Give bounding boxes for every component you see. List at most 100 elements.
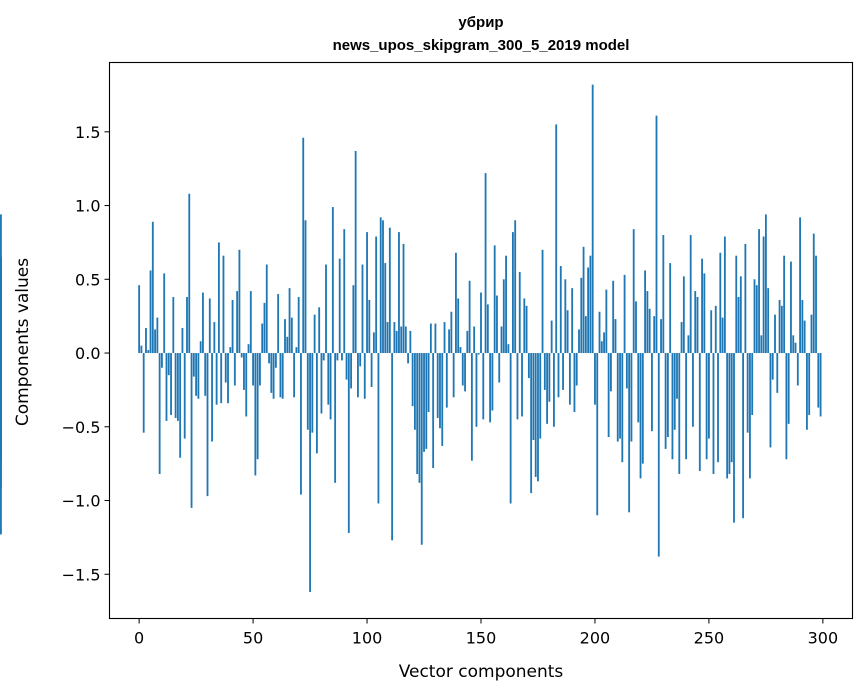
bar-229 bbox=[660, 319, 662, 354]
bar-61 bbox=[277, 294, 280, 354]
bar-74 bbox=[306, 353, 309, 430]
bar-270 bbox=[753, 279, 756, 354]
bar-55 bbox=[263, 302, 266, 354]
bar-44 bbox=[238, 249, 241, 354]
chart-title: убрир bbox=[458, 14, 503, 31]
y-tick-label: −0.5 bbox=[62, 418, 101, 437]
bar-27 bbox=[199, 341, 202, 354]
bar-23 bbox=[190, 353, 193, 508]
bar-83 bbox=[327, 353, 330, 405]
bar-234 bbox=[671, 353, 674, 460]
bar-211 bbox=[619, 353, 621, 439]
bar-286 bbox=[790, 261, 792, 354]
bar-109 bbox=[386, 322, 389, 354]
bar-41 bbox=[231, 299, 234, 354]
bar-24 bbox=[192, 353, 195, 377]
bar-81 bbox=[322, 353, 325, 361]
bar-88 bbox=[338, 258, 341, 354]
bar-227 bbox=[655, 115, 658, 354]
bar-218 bbox=[635, 301, 637, 354]
bar-205 bbox=[605, 289, 608, 354]
bar-119 bbox=[409, 330, 412, 354]
bar-6 bbox=[151, 221, 154, 354]
bar-232 bbox=[666, 353, 669, 438]
bar-200 bbox=[594, 353, 596, 405]
bar-148 bbox=[475, 353, 478, 427]
bar-202 bbox=[598, 311, 601, 354]
bar-92 bbox=[347, 353, 350, 533]
bar-293 bbox=[806, 353, 808, 430]
bar-194 bbox=[580, 277, 583, 354]
bar-209 bbox=[614, 319, 617, 354]
bar-118 bbox=[407, 353, 409, 364]
bar-49 bbox=[249, 291, 252, 354]
bar-259 bbox=[728, 353, 731, 474]
bar-258 bbox=[726, 353, 729, 479]
bar-126 bbox=[425, 353, 428, 449]
bar-78 bbox=[315, 353, 318, 454]
bar-7 bbox=[154, 329, 156, 354]
bar-281 bbox=[778, 299, 781, 354]
bar-260 bbox=[730, 353, 733, 463]
bar-1 bbox=[140, 345, 143, 354]
bar-131 bbox=[436, 353, 439, 418]
bar-64 bbox=[284, 319, 286, 354]
bar-16 bbox=[174, 353, 177, 418]
bar-212 bbox=[621, 353, 624, 463]
bar-187 bbox=[564, 279, 567, 354]
bar-113 bbox=[395, 330, 398, 354]
bar-95 bbox=[354, 150, 357, 354]
bar-173 bbox=[532, 353, 535, 441]
x-tick-label: 300 bbox=[808, 629, 839, 648]
bar-256 bbox=[721, 317, 724, 354]
bar-30 bbox=[206, 353, 209, 497]
x-tick-label: 250 bbox=[694, 629, 725, 648]
bar-160 bbox=[502, 279, 505, 354]
bar-275 bbox=[764, 214, 767, 354]
bar-21 bbox=[186, 296, 188, 354]
bar-75 bbox=[309, 353, 311, 592]
bar-124 bbox=[420, 353, 423, 545]
bar-76 bbox=[311, 353, 314, 433]
bar-170 bbox=[525, 305, 528, 354]
bar-249 bbox=[705, 353, 708, 460]
bar-108 bbox=[384, 263, 387, 354]
bar-43 bbox=[236, 291, 239, 354]
bar-149 bbox=[477, 353, 480, 355]
bar-144 bbox=[466, 330, 469, 354]
bar-163 bbox=[509, 353, 512, 504]
bar-120 bbox=[411, 353, 414, 407]
bar-106 bbox=[379, 217, 382, 354]
bar-203 bbox=[600, 341, 603, 354]
bar-123 bbox=[418, 353, 421, 483]
y-axis-ticks: −1.5 −1.0 −0.5 0.0 0.5 1.0 1.5 bbox=[62, 123, 110, 584]
y-tick-label: 0.0 bbox=[75, 344, 100, 363]
bar-273 bbox=[760, 335, 763, 354]
bar-199 bbox=[591, 84, 594, 354]
bar-59 bbox=[272, 353, 275, 399]
bar-252 bbox=[712, 353, 715, 474]
bar-193 bbox=[578, 329, 580, 354]
bar-242 bbox=[689, 235, 692, 354]
bar-284 bbox=[785, 353, 788, 460]
bar-133 bbox=[441, 353, 444, 446]
bar-9 bbox=[158, 353, 161, 474]
bar-50 bbox=[252, 353, 254, 386]
x-axis-label: Vector components bbox=[399, 662, 564, 682]
bar-150 bbox=[480, 292, 482, 354]
bar-57 bbox=[268, 353, 270, 364]
bar-127 bbox=[427, 353, 430, 413]
bar-240 bbox=[685, 353, 688, 460]
bar-157 bbox=[496, 295, 498, 354]
bar-110 bbox=[388, 227, 391, 354]
bar-87 bbox=[336, 353, 339, 361]
bar-136 bbox=[448, 329, 451, 354]
bar-222 bbox=[644, 270, 647, 354]
bar-186 bbox=[562, 353, 564, 390]
bar-40 bbox=[229, 347, 232, 354]
chart-subtitle: news_upos_skipgram_300_5_2019 model bbox=[333, 37, 630, 54]
bar-63 bbox=[281, 353, 284, 399]
bar-38 bbox=[224, 353, 227, 383]
x-tick-label: 0 bbox=[134, 629, 144, 648]
bar-280 bbox=[776, 353, 779, 393]
